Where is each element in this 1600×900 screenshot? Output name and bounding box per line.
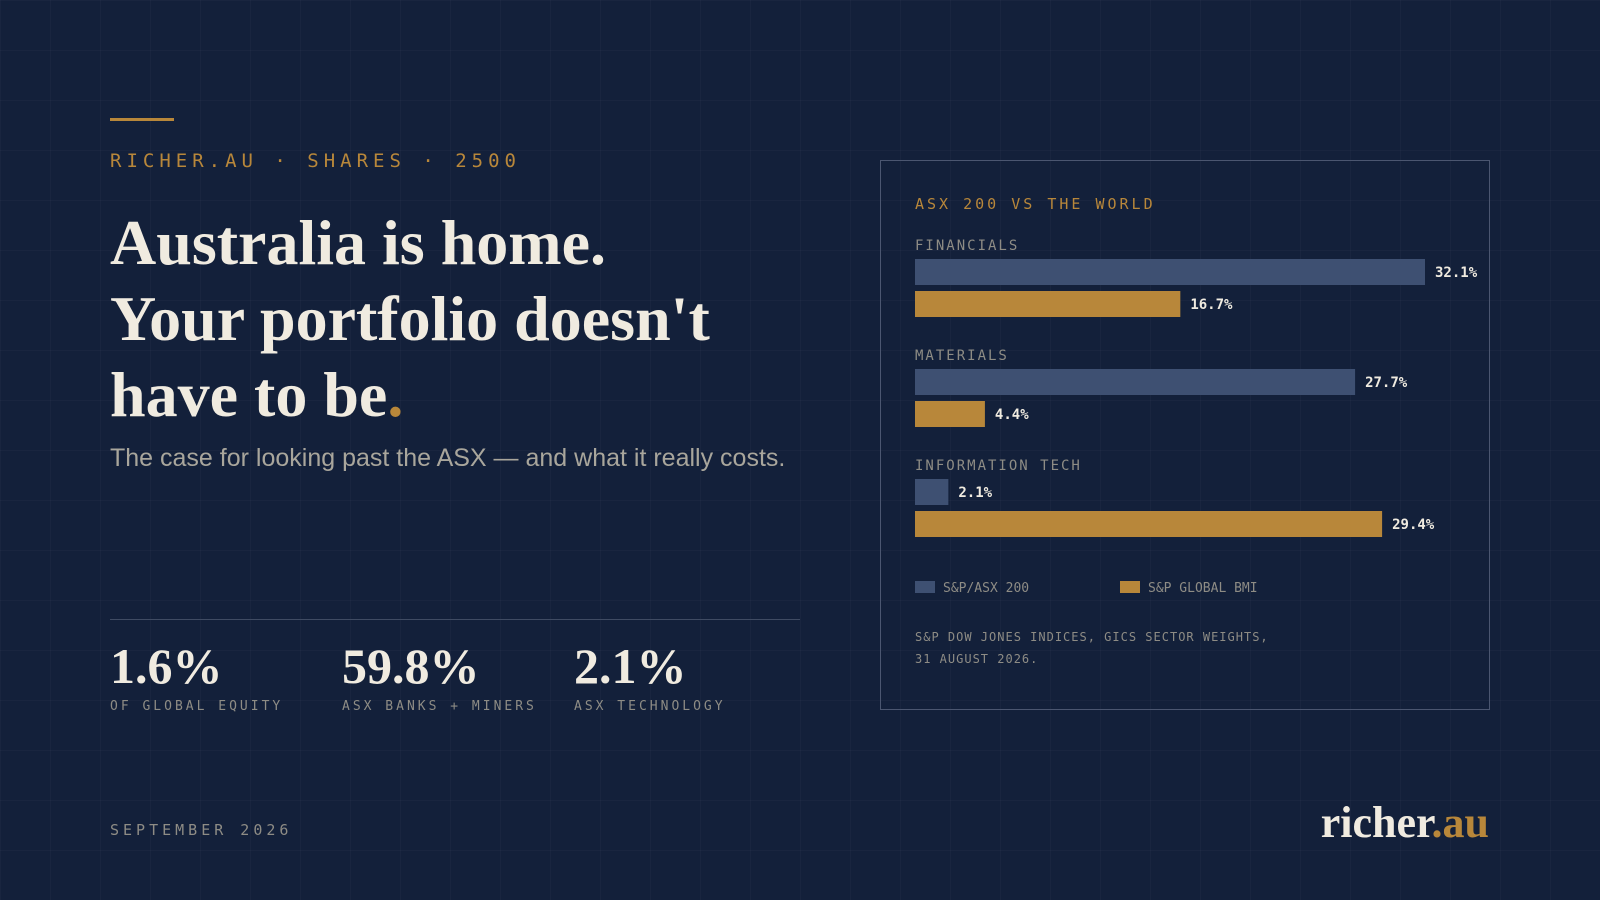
headline-line-3: have to be. — [110, 357, 830, 433]
subtitle: The case for looking past the ASX — and … — [110, 444, 786, 472]
bar-value-label: 29.4% — [1392, 517, 1435, 533]
stat-label: ASX TECHNOLOGY — [574, 699, 726, 714]
bar-value-label: 27.7% — [1365, 375, 1408, 391]
brand-main: richer — [1320, 798, 1432, 847]
bar-value-label: 2.1% — [958, 485, 992, 501]
bar-value-label: 16.7% — [1190, 297, 1233, 313]
legend-swatch — [1120, 581, 1140, 593]
bar — [915, 259, 1425, 285]
stat-label: ASX BANKS + MINERS — [342, 699, 537, 714]
bar — [915, 291, 1181, 317]
stat-technology: 2.1% ASX TECHNOLOGY — [574, 638, 726, 714]
legend-label: S&P/ASX 200 — [943, 581, 1029, 596]
stat-banks-miners: 59.8% ASX BANKS + MINERS — [342, 638, 537, 714]
legend-label: S&P GLOBAL BMI — [1148, 581, 1258, 596]
headline-line-1: Australia is home. — [110, 207, 606, 278]
headline-line-3-text: have to be — [110, 359, 388, 430]
bar — [915, 401, 985, 427]
brand-accent: .au — [1431, 798, 1489, 847]
accent-rule — [110, 118, 174, 121]
chart-source-line-2: 31 AUGUST 2026. — [915, 652, 1038, 666]
category-label: FINANCIALS — [915, 238, 1019, 254]
chart-source-line-1: S&P DOW JONES INDICES, GICS SECTOR WEIGH… — [915, 630, 1269, 644]
bar-value-label: 32.1% — [1435, 265, 1478, 281]
headline-accent-dot: . — [387, 359, 404, 430]
bar-value-label: 4.4% — [995, 407, 1029, 423]
category-label: INFORMATION TECH — [915, 458, 1082, 474]
stats-divider — [110, 619, 800, 620]
kicker: RICHER.AU · SHARES · 2500 — [110, 150, 521, 172]
stat-label: OF GLOBAL EQUITY — [110, 699, 284, 714]
stat-value: 59.8% — [342, 638, 480, 694]
category-label: MATERIALS — [915, 348, 1009, 364]
headline-line-2: Your portfolio doesn't — [110, 283, 710, 354]
headline: Australia is home. Your portfolio doesn'… — [110, 205, 830, 433]
brand-logo: richer.au — [1321, 798, 1489, 848]
chart-panel: ASX 200 VS THE WORLD FINANCIALS 32.1% 16.7%… — [880, 160, 1490, 710]
bar — [915, 511, 1383, 537]
chart-title: ASX 200 VS THE WORLD — [915, 195, 1156, 213]
stat-value: 1.6% — [110, 638, 223, 694]
legend-swatch — [915, 581, 935, 593]
bar — [915, 479, 949, 505]
stat-value: 2.1% — [574, 638, 687, 694]
bar — [915, 369, 1356, 395]
sector-weights-chart: ASX 200 VS THE WORLD FINANCIALS 32.1% 16.7%… — [915, 195, 1478, 666]
stat-global-equity: 1.6% OF GLOBAL EQUITY — [110, 638, 283, 714]
footer-date: SEPTEMBER 2026 — [110, 821, 293, 839]
